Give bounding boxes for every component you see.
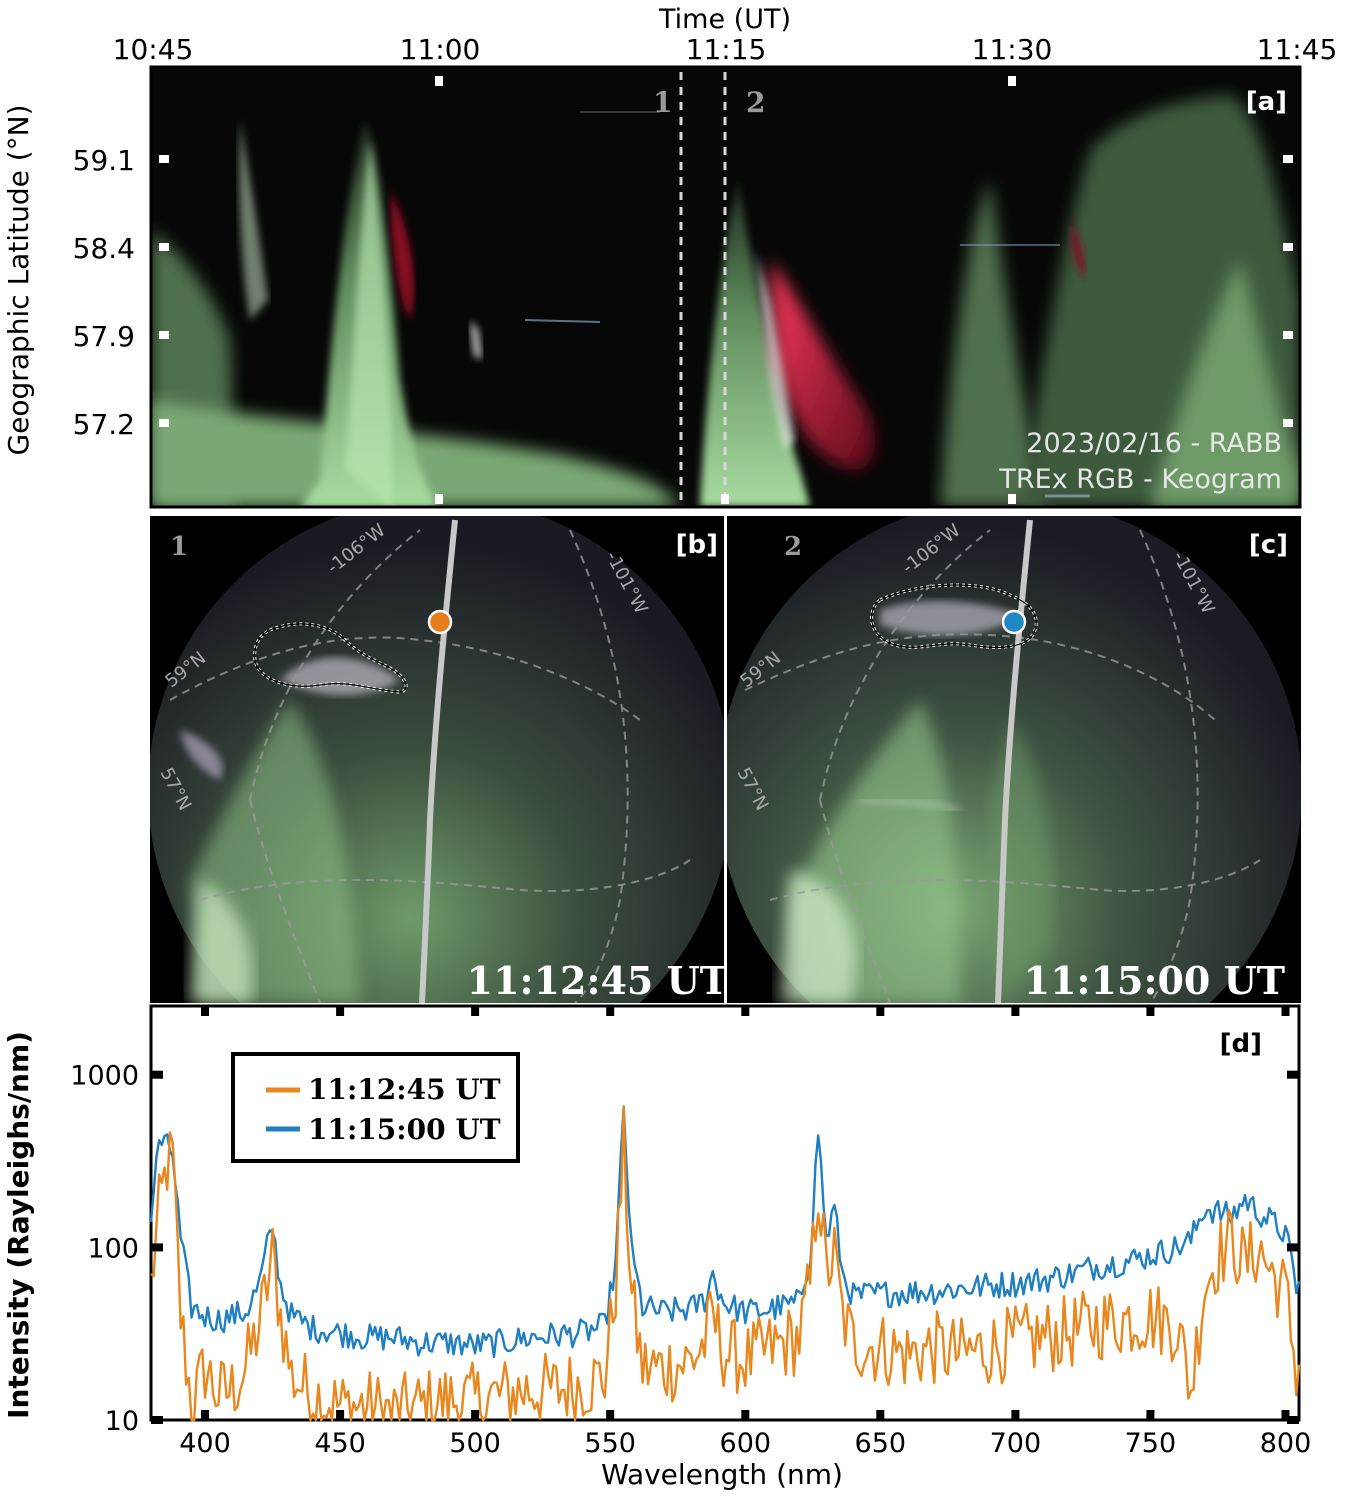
x-tick-mark [606,1006,615,1016]
spectrum-panel-label: [d] [1220,1029,1262,1059]
allsky-timestamp: 11:15:00 UT [1024,958,1285,1003]
keogram-frame [149,65,1302,509]
latitude-axis-title: Geographic Latitude (°N) [2,104,35,455]
location-point [1001,609,1027,635]
y-tick-label: 10 [105,1406,139,1437]
legend: 11:12:45 UT 11:15:00 UT [231,1052,520,1163]
y-tick-mark [1287,1070,1299,1079]
x-tick-mark [876,1006,885,1016]
time-tick-label: 11:00 [400,33,481,66]
x-tick-mark [336,1006,345,1016]
allsky-panel-label: [b] [676,530,718,560]
marker-label-2: 2 [746,86,765,119]
y-tick-mark [151,1070,163,1079]
x-tick-mark [1146,1410,1155,1420]
series-line-2 [149,1105,1301,1359]
x-tick-mark [1281,1006,1290,1016]
y-tick-mark [1287,1416,1299,1424]
latitude-tick-label: 59.1 [73,144,135,177]
legend-box [231,1052,520,1163]
x-tick-mark [1146,1006,1155,1016]
x-tick-label: 600 [720,1428,772,1459]
keogram-caption-date: 2023/02/16 - RABB [1026,428,1282,459]
x-tick-label: 800 [1260,1428,1312,1459]
x-tick-label: 700 [990,1428,1042,1459]
x-tick-mark [1011,1006,1020,1016]
y-axis-title: Intensity (Rayleighs/nm) [2,1031,35,1419]
y-tick-mark [151,1416,163,1424]
allsky-meridian [419,519,458,1003]
x-tick-mark [741,1410,750,1420]
allsky-timestamp: 11:12:45 UT [467,958,728,1003]
time-tick-label: 11:45 [1257,33,1338,66]
x-tick-label: 550 [584,1428,636,1459]
x-tick-label: 450 [314,1428,366,1459]
keogram-ticks [159,76,1293,504]
latitude-tick-label: 57.2 [73,408,135,441]
y-tick-mark [151,1243,163,1252]
allsky-meridian [995,519,1033,1003]
x-tick-mark [201,1006,209,1016]
latitude-tick-label: 58.4 [73,232,135,265]
x-tick-mark [471,1006,480,1016]
time-tick-label: 11:15 [686,33,767,66]
series-layer [149,1105,1301,1422]
x-axis-title: Wavelength (nm) [601,1458,843,1491]
allsky-panel-b: -106°W -101°W 59°N 57°N 1 [b] 11:12:45 U… [150,516,728,1003]
latitude-tick-label: 57.9 [73,320,135,353]
time-tick-label: 10:45 [113,33,194,66]
x-tick-mark [336,1410,345,1420]
time-axis-title: Time (UT) [658,4,791,35]
location-point [427,609,453,635]
marker-label-1: 1 [653,86,672,119]
x-tick-mark [1011,1410,1020,1420]
keogram-panel: Time (UT) 10:45 11:00 11:15 11:30 11:45 … [2,4,1338,509]
spectrum-chart: 400 450 500 550 600 650 700 750 800 1000 100 10 [d]… [2,1004,1311,1491]
x-tick-label: 650 [855,1428,907,1459]
series-line-1 [150,1105,1301,1422]
x-tick-mark [1281,1410,1290,1420]
legend-label-series-1: 11:12:45 UT [308,1073,501,1106]
keogram-caption-instrument: TREx RGB - Keogram [998,464,1282,495]
keogram-panel-label: [a] [1246,87,1287,117]
allsky-grid [169,529,691,1003]
y-tick-label: 1000 [70,1061,139,1092]
legend-label-series-2: 11:15:00 UT [308,1113,501,1146]
allsky-number: 1 [170,532,188,562]
y-tick-label: 100 [87,1233,139,1264]
y-tick-mark [1287,1243,1299,1252]
allsky-panel-c: -106°W -101°W 59°N 57°N 2 [c] 11:15:00 U… [727,516,1301,1003]
x-tick-label: 500 [449,1428,501,1459]
x-tick-mark [876,1410,885,1420]
keogram-image [151,67,1300,507]
tick-layer: 400 450 500 550 600 650 700 750 800 1000 100 10 [70,1006,1311,1459]
x-tick-mark [741,1006,750,1016]
time-tick-label: 11:30 [972,33,1053,66]
allsky-panel-label: [c] [1249,530,1288,560]
x-tick-label: 750 [1125,1428,1177,1459]
allsky-grid [744,529,1261,1003]
allsky-number: 2 [784,532,802,562]
x-tick-mark [471,1410,480,1420]
x-tick-label: 400 [179,1428,231,1459]
x-tick-mark [201,1410,209,1420]
x-tick-mark [606,1410,615,1420]
